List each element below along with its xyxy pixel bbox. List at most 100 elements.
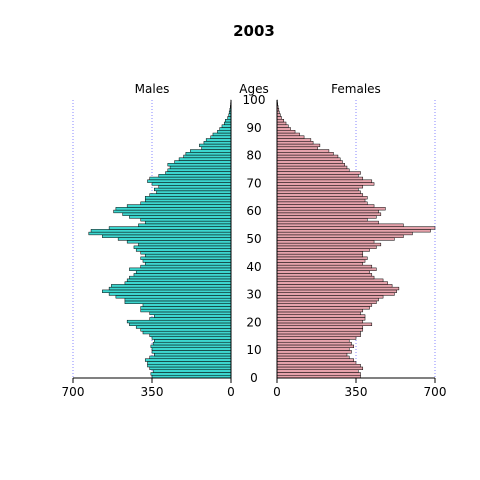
- male-bar: [156, 190, 232, 194]
- male-bar: [151, 347, 232, 351]
- male-bar: [88, 231, 232, 236]
- female-bar: [276, 168, 350, 172]
- male-bar: [199, 143, 232, 148]
- female-bar: [276, 262, 364, 266]
- female-bar: [276, 278, 384, 282]
- male-bar: [165, 171, 232, 175]
- male-bar: [108, 226, 232, 230]
- male-bar: [124, 300, 232, 304]
- male-bar: [190, 149, 232, 153]
- female-bar: [276, 267, 377, 271]
- female-bar: [276, 350, 352, 354]
- male-bar: [147, 361, 232, 365]
- female-bar: [276, 212, 382, 216]
- male-bar: [212, 132, 232, 137]
- female-bar: [276, 297, 379, 302]
- female-bar: [276, 256, 368, 260]
- age-tick-label: 30: [246, 288, 261, 302]
- female-bar: [276, 366, 364, 370]
- male-bar: [129, 322, 232, 326]
- male-bar: [129, 215, 232, 219]
- male-bar: [133, 245, 232, 249]
- female-bar: [276, 198, 366, 203]
- female-bar: [276, 347, 350, 351]
- male-bar: [102, 234, 232, 238]
- male-bar: [142, 303, 232, 307]
- female-bar: [276, 174, 359, 178]
- female-bar: [276, 234, 404, 238]
- male-bar: [124, 297, 232, 302]
- female-bar: [276, 341, 352, 346]
- female-bar: [276, 300, 377, 304]
- male-bar: [138, 223, 232, 227]
- male-bar: [152, 369, 232, 373]
- female-bar: [276, 163, 345, 167]
- female-bar: [276, 185, 364, 189]
- male-bar: [115, 207, 232, 211]
- female-bar: [276, 306, 370, 310]
- axes: [72, 100, 436, 383]
- age-tick-label: 90: [246, 121, 261, 135]
- female-bar: [276, 245, 377, 249]
- female-bar: [276, 201, 368, 205]
- male-bar: [140, 328, 232, 332]
- female-bar: [276, 284, 393, 288]
- x-tick-label: 700: [62, 385, 85, 399]
- female-bar: [276, 363, 361, 368]
- female-bar: [276, 319, 364, 324]
- female-bar: [276, 193, 364, 197]
- x-tick-labels: 700 350 0 0 350 700: [62, 385, 447, 399]
- female-bar: [276, 259, 366, 263]
- male-bar: [115, 295, 232, 299]
- male-bar: [140, 306, 232, 310]
- x-tick-label: 700: [424, 385, 447, 399]
- female-bar: [276, 127, 291, 131]
- female-bar: [276, 369, 359, 373]
- male-bar: [140, 256, 232, 260]
- male-bar: [144, 262, 232, 266]
- male-bar: [140, 264, 232, 269]
- male-bar: [124, 281, 232, 285]
- male-bar: [151, 350, 232, 354]
- male-bar: [117, 237, 232, 241]
- age-tick-label: 60: [246, 204, 261, 218]
- x-tick-label: 0: [273, 385, 281, 399]
- male-bar: [140, 218, 232, 222]
- males-label: Males: [135, 82, 170, 96]
- female-bar: [276, 311, 361, 315]
- male-bar: [126, 319, 232, 324]
- female-bar: [276, 303, 373, 307]
- female-bar: [276, 152, 334, 156]
- female-bar: [276, 295, 384, 299]
- female-bar: [276, 339, 350, 343]
- male-bar: [108, 286, 232, 291]
- male-bar: [144, 198, 232, 203]
- male-bar: [147, 363, 232, 368]
- female-bar: [276, 292, 395, 296]
- female-bar: [276, 314, 366, 318]
- male-bar: [90, 229, 232, 233]
- male-bar: [147, 179, 232, 183]
- male-bar: [140, 308, 232, 313]
- age-tick-label: 70: [246, 176, 261, 190]
- female-bar: [276, 336, 357, 340]
- male-bar: [152, 341, 232, 346]
- male-bar: [144, 220, 232, 225]
- female-bar: [276, 116, 282, 120]
- female-bar: [276, 317, 366, 321]
- female-bar: [276, 242, 382, 247]
- male-bar: [144, 196, 232, 200]
- female-bar: [276, 322, 373, 326]
- male-bar: [135, 270, 232, 274]
- male-bar: [113, 209, 232, 214]
- age-tick-label: 40: [246, 260, 261, 274]
- male-bar: [203, 141, 232, 145]
- male-bar: [135, 248, 232, 252]
- x-tick-label: 0: [227, 385, 235, 399]
- female-bar: [276, 176, 364, 181]
- female-bar: [276, 253, 364, 258]
- male-bar: [154, 187, 232, 192]
- male-bar: [185, 152, 232, 156]
- female-bar: [276, 270, 370, 274]
- female-bar: [276, 286, 400, 291]
